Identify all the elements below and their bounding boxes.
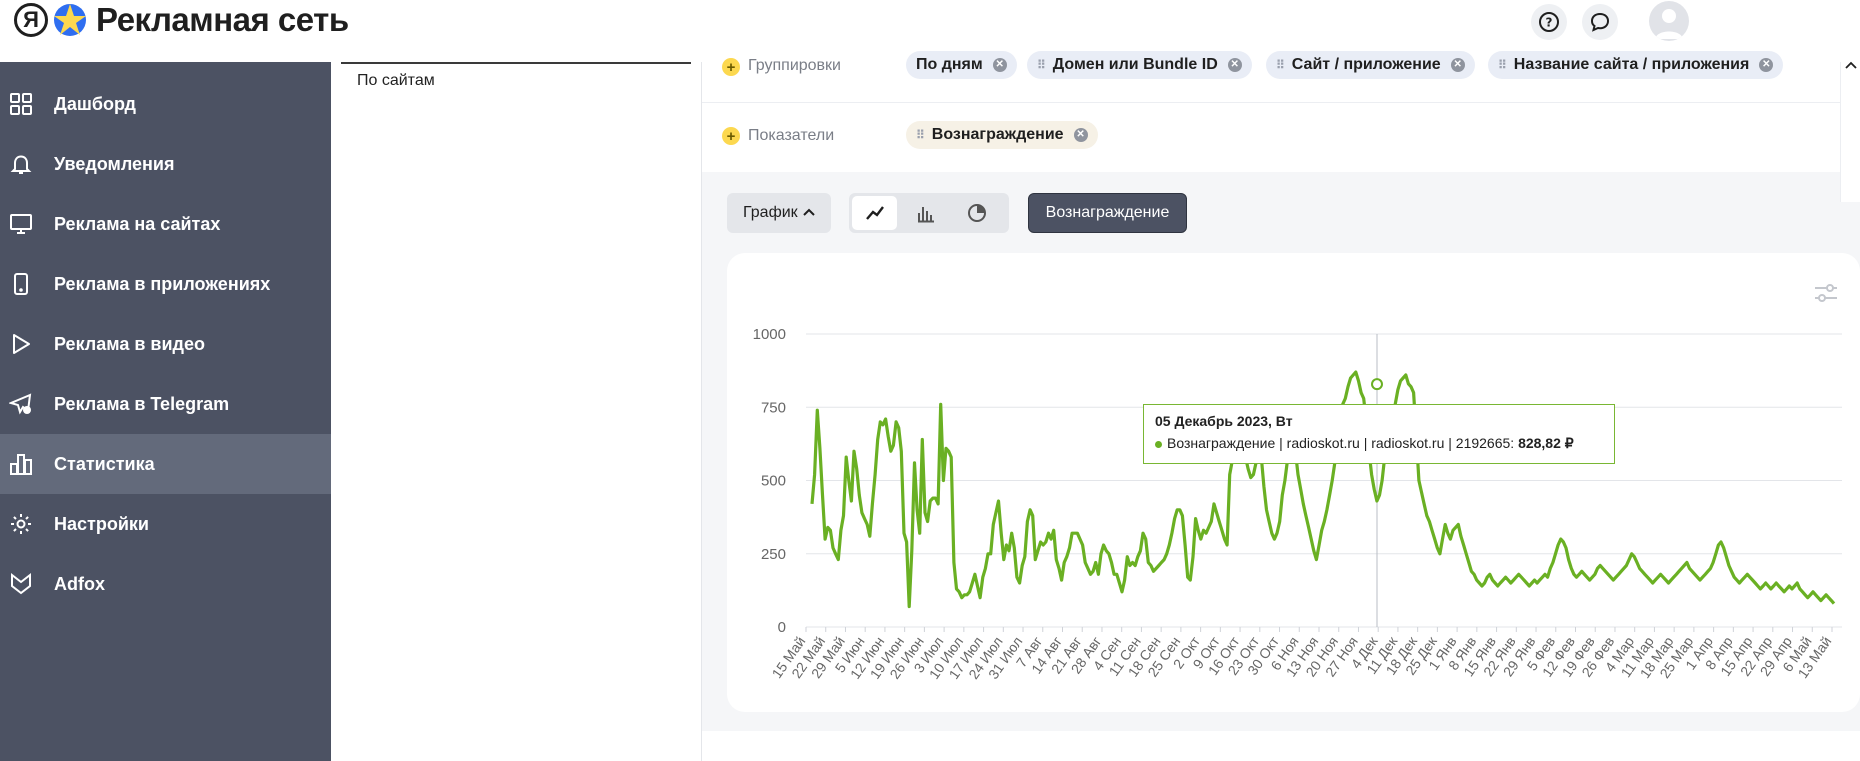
- report-tree-panel: По сайтам: [331, 62, 702, 761]
- yandex-logo-icon: Я: [14, 3, 48, 37]
- line-chart-icon: [865, 206, 884, 220]
- chip-label: Сайт / приложение: [1291, 56, 1441, 73]
- chip-label: Вознаграждение: [931, 126, 1064, 143]
- play-icon: [8, 331, 34, 357]
- chip-label: По дням: [916, 56, 983, 73]
- sidebar-item-label: Статистика: [54, 453, 155, 474]
- metrics-row: + Показатели ⠿ Вознаграждение ✕: [702, 103, 1840, 172]
- drag-handle-icon[interactable]: ⠿: [1498, 58, 1507, 72]
- sidebar-item-label: Уведомления: [54, 153, 175, 174]
- chart-settings-icon[interactable]: [1813, 280, 1839, 306]
- grouping-chip-site-name[interactable]: ⠿ Название сайта / приложения ✕: [1488, 51, 1784, 79]
- dashboard-icon: [8, 91, 34, 117]
- pie-chart-icon: [968, 204, 987, 222]
- remove-chip-icon[interactable]: ✕: [1073, 128, 1088, 142]
- sidebar-item-label: Дашборд: [54, 93, 136, 114]
- stats-icon: [8, 451, 34, 477]
- tooltip-value: 828,82 ₽: [1518, 435, 1574, 451]
- remove-chip-icon[interactable]: ✕: [1759, 58, 1774, 72]
- chart-toggle-label: График: [743, 204, 798, 221]
- chart-type-switch: [849, 193, 1009, 233]
- sidebar-item-apps-ads[interactable]: Реклама в приложениях: [0, 254, 331, 314]
- groupings-row: + Группировки По дням ✕ ⠿ Домен или Bund…: [702, 51, 1840, 103]
- chip-label: Домен или Bundle ID: [1052, 56, 1218, 73]
- bell-icon: [8, 151, 34, 177]
- tooltip-date: 05 Декабрь 2023, Вт: [1155, 413, 1293, 429]
- line-chart-option[interactable]: [852, 196, 898, 230]
- sidebar-item-dashboard[interactable]: Дашборд: [0, 74, 331, 134]
- help-icon[interactable]: ?: [1531, 4, 1567, 40]
- groupings-label: Группировки: [748, 57, 841, 74]
- app-title: Рекламная сеть: [96, 1, 349, 38]
- collapse-panel[interactable]: [1840, 61, 1860, 202]
- add-metric-icon[interactable]: +: [722, 127, 740, 145]
- adfox-icon: [8, 571, 34, 597]
- svg-text:?: ?: [1546, 16, 1553, 30]
- chart-card: [727, 253, 1860, 712]
- gear-icon: [8, 511, 34, 537]
- chevron-up-icon[interactable]: [1843, 58, 1859, 74]
- grouping-chip-domain[interactable]: ⠿ Домен или Bundle ID ✕: [1027, 51, 1252, 79]
- avatar[interactable]: [1649, 1, 1689, 41]
- remove-chip-icon[interactable]: ✕: [1450, 58, 1465, 72]
- sidebar-item-sites-ads[interactable]: Реклама на сайтах: [0, 194, 331, 254]
- chat-icon[interactable]: [1582, 4, 1618, 40]
- pie-chart-option[interactable]: [955, 196, 1000, 230]
- sidebar-item-statistics[interactable]: Статистика: [0, 434, 331, 494]
- bar-chart-option[interactable]: [903, 196, 948, 230]
- monitor-icon: [8, 211, 34, 237]
- sidebar-item-adfox[interactable]: Adfox: [0, 554, 331, 614]
- chart-tooltip: 05 Декабрь 2023, Вт Вознаграждение | rad…: [1143, 404, 1615, 464]
- filter-area: + Группировки По дням ✕ ⠿ Домен или Bund…: [702, 51, 1840, 172]
- sidebar-item-notifications[interactable]: Уведомления: [0, 134, 331, 194]
- metric-chip-reward[interactable]: ⠿ Вознаграждение ✕: [906, 121, 1098, 149]
- metrics-label: Показатели: [748, 127, 835, 144]
- tooltip-series: Вознаграждение | radioskot.ru | radiosko…: [1167, 435, 1515, 451]
- bar-chart-icon: [917, 207, 934, 223]
- sidebar-item-label: Настройки: [54, 513, 149, 534]
- series-color-dot: [1155, 440, 1162, 448]
- chart-toggle-button[interactable]: График: [727, 193, 831, 233]
- grouping-chip-days[interactable]: По дням ✕: [906, 51, 1017, 79]
- ad-network-emblem-icon: [54, 4, 86, 36]
- chevron-up-icon: [802, 208, 815, 216]
- sidebar-item-label: Adfox: [54, 573, 105, 594]
- sidebar-item-label: Реклама в приложениях: [54, 273, 271, 294]
- chip-label: Название сайта / приложения: [1513, 56, 1750, 73]
- sidebar-item-video-ads[interactable]: Реклама в видео: [0, 314, 331, 374]
- phone-icon: [8, 271, 34, 297]
- metric-select-button[interactable]: Вознаграждение: [1028, 193, 1187, 233]
- drag-handle-icon[interactable]: ⠿: [1276, 58, 1285, 72]
- panel-divider: [341, 62, 691, 64]
- sidebar-item-label: Реклама в Telegram: [54, 393, 230, 414]
- remove-chip-icon[interactable]: ✕: [992, 58, 1007, 72]
- drag-handle-icon[interactable]: ⠿: [1037, 58, 1046, 72]
- sidebar-item-label: Реклама в видео: [54, 333, 205, 354]
- telegram-icon: [8, 391, 34, 417]
- sidebar-item-telegram-ads[interactable]: Реклама в Telegram: [0, 374, 331, 434]
- grouping-chip-site-app[interactable]: ⠿ Сайт / приложение ✕: [1266, 51, 1475, 79]
- logo[interactable]: Я Рекламная сеть: [14, 0, 349, 40]
- add-grouping-icon[interactable]: +: [722, 58, 740, 76]
- sidebar: Дашборд Уведомления Реклама на сайтах Ре…: [0, 62, 331, 761]
- sidebar-item-label: Реклама на сайтах: [54, 213, 221, 234]
- sidebar-item-settings[interactable]: Настройки: [0, 494, 331, 554]
- remove-chip-icon[interactable]: ✕: [1227, 58, 1242, 72]
- drag-handle-icon[interactable]: ⠿: [916, 128, 925, 142]
- tree-item-by-sites[interactable]: По сайтам: [357, 72, 435, 89]
- bottom-strip: [702, 731, 1860, 761]
